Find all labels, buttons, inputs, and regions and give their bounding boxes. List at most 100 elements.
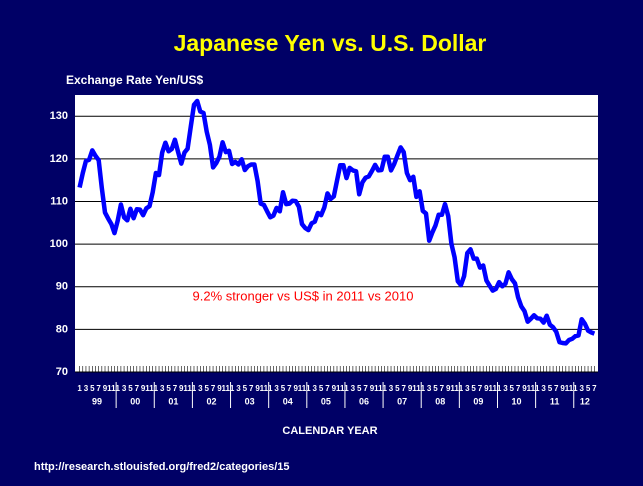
x-tick-label: 5 — [90, 384, 95, 393]
x-tick-label: 11 — [260, 384, 269, 393]
x-tick-label: 5 — [510, 384, 515, 393]
x-tick-label: 11 — [298, 384, 307, 393]
x-tick-label: 9 — [293, 384, 298, 393]
chart-title: Japanese Yen vs. U.S. Dollar — [174, 30, 487, 56]
x-tick-label: 1 — [306, 384, 311, 393]
x-tick-label: 7 — [211, 384, 216, 393]
x-year-label: 01 — [168, 396, 178, 406]
x-tick-label: 7 — [96, 384, 101, 393]
x-tick-label: 5 — [471, 384, 476, 393]
x-tick-label: 9 — [484, 384, 489, 393]
x-year-label: 09 — [473, 396, 483, 406]
x-year-label: 07 — [397, 396, 407, 406]
x-tick-label: 9 — [103, 384, 108, 393]
x-tick-label: 5 — [357, 384, 362, 393]
x-tick-label: 1 — [230, 384, 235, 393]
x-year-label: 00 — [130, 396, 140, 406]
x-tick-label: 9 — [217, 384, 222, 393]
x-tick-label: 3 — [122, 384, 127, 393]
x-tick-label: 11 — [145, 384, 154, 393]
x-tick-label: 11 — [183, 384, 192, 393]
x-tick-label: 3 — [198, 384, 203, 393]
x-tick-label: 5 — [395, 384, 400, 393]
x-tick-label: 1 — [382, 384, 387, 393]
x-tick-label: 7 — [325, 384, 330, 393]
x-tick-label: 9 — [522, 384, 527, 393]
x-tick-label: 5 — [319, 384, 324, 393]
x-tick-label: 5 — [281, 384, 286, 393]
x-tick-label: 1 — [268, 384, 273, 393]
x-tick-label: 3 — [541, 384, 546, 393]
y-tick-label: 90 — [56, 281, 68, 293]
y-tick-label: 110 — [50, 195, 68, 207]
x-tick-label: 11 — [412, 384, 421, 393]
x-tick-label: 7 — [173, 384, 178, 393]
x-tick-label: 3 — [236, 384, 241, 393]
x-tick-label: 3 — [160, 384, 165, 393]
x-axis-label: CALENDAR YEAR — [282, 425, 377, 437]
x-tick-label: 1 — [459, 384, 464, 393]
x-tick-label: 11 — [527, 384, 536, 393]
x-tick-label: 3 — [389, 384, 394, 393]
x-tick-label: 3 — [351, 384, 356, 393]
x-year-label: 99 — [92, 396, 102, 406]
x-tick-label: 9 — [560, 384, 565, 393]
x-tick-label: 1 — [421, 384, 426, 393]
x-tick-label: 5 — [166, 384, 171, 393]
y-tick-label: 70 — [56, 366, 68, 378]
y-tick-label: 80 — [56, 323, 68, 335]
x-year-label: 06 — [359, 396, 369, 406]
x-tick-label: 9 — [446, 384, 451, 393]
x-tick-label: 1 — [154, 384, 159, 393]
x-year-label: 04 — [283, 396, 293, 406]
x-tick-label: 9 — [408, 384, 413, 393]
data-line — [77, 98, 596, 346]
plot-area — [75, 95, 598, 372]
x-tick-label: 1 — [192, 384, 197, 393]
x-tick-label: 3 — [503, 384, 508, 393]
x-year-label: 08 — [435, 396, 445, 406]
x-tick-label: 1 — [344, 384, 349, 393]
x-tick-label: 9 — [179, 384, 184, 393]
x-tick-label: 7 — [402, 384, 407, 393]
y-axis-label: Exchange Rate Yen/US$ — [66, 73, 204, 87]
x-tick-label: 5 — [433, 384, 438, 393]
x-tick-label: 9 — [255, 384, 260, 393]
x-year-label: 02 — [206, 396, 216, 406]
x-year-label: 03 — [245, 396, 255, 406]
x-tick-label: 5 — [243, 384, 248, 393]
x-tick-label: 1 — [573, 384, 578, 393]
y-tick-label: 120 — [50, 153, 68, 165]
x-tick-label: 1 — [115, 384, 120, 393]
x-tick-label: 3 — [313, 384, 318, 393]
x-tick-label: 5 — [128, 384, 133, 393]
x-tick-label: 11 — [222, 384, 231, 393]
x-tick-label: 3 — [274, 384, 279, 393]
x-tick-label: 5 — [548, 384, 553, 393]
y-tick-label: 100 — [50, 238, 68, 250]
annotation: 9.2% stronger vs US$ in 2011 vs 2010 — [193, 288, 414, 303]
x-tick-label: 5 — [586, 384, 591, 393]
x-tick-label: 3 — [465, 384, 470, 393]
x-tick-label: 7 — [516, 384, 521, 393]
x-tick-label: 7 — [249, 384, 254, 393]
x-tick-label: 11 — [450, 384, 459, 393]
x-tick-label: 3 — [84, 384, 89, 393]
x-tick-label: 7 — [440, 384, 445, 393]
x-tick-label: 7 — [592, 384, 597, 393]
x-year-label: 10 — [512, 396, 522, 406]
x-tick-label: 7 — [478, 384, 483, 393]
x-tick-label: 1 — [77, 384, 82, 393]
x-year-label: 05 — [321, 396, 331, 406]
x-tick-label: 3 — [579, 384, 584, 393]
x-tick-label: 1 — [535, 384, 540, 393]
y-tick-label: 130 — [50, 110, 68, 122]
x-tick-label: 7 — [363, 384, 368, 393]
x-tick-label: 5 — [204, 384, 209, 393]
x-tick-label: 7 — [287, 384, 292, 393]
x-tick-label: 3 — [427, 384, 432, 393]
x-tick-label: 11 — [565, 384, 574, 393]
x-year-label: 12 — [580, 396, 590, 406]
